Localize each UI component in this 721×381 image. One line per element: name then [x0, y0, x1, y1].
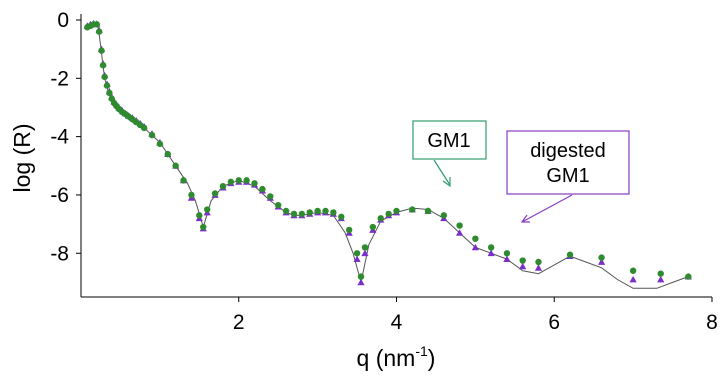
digested-gm1-point — [534, 264, 543, 271]
gm1-point — [377, 215, 384, 222]
gm1-point — [306, 209, 313, 216]
digested-gm1-point — [353, 255, 361, 262]
digested-label-box — [506, 130, 630, 195]
gm1-point — [99, 61, 107, 69]
digested-gm1-point — [657, 275, 665, 283]
gm1-point — [204, 206, 211, 213]
gm1-point — [456, 222, 463, 229]
digested-gm1-point — [597, 258, 606, 265]
gm1-point — [330, 209, 337, 216]
gm1-point — [409, 206, 416, 213]
gm1-point — [188, 191, 195, 199]
digested-label-line1: digested — [530, 140, 606, 162]
gm1-point — [357, 273, 365, 280]
digested-gm1-point — [503, 255, 511, 262]
gm1-point — [290, 210, 298, 218]
gm1-point — [685, 273, 692, 280]
gm1-point — [235, 177, 242, 184]
gm1-point — [472, 235, 479, 242]
gm1-point — [95, 28, 103, 35]
gm1-point — [503, 250, 511, 257]
gm1-point — [566, 251, 574, 258]
gm1-point — [393, 207, 400, 215]
gm1-point — [243, 177, 250, 184]
x-axis-title: q (nm-1) — [357, 343, 436, 371]
gm1-point — [274, 201, 282, 209]
x-axis-title-main: q (nm — [357, 345, 416, 371]
gm1-point — [140, 124, 148, 132]
gm1-point — [314, 207, 321, 215]
gm1-point — [211, 190, 219, 197]
x-tick-label: 6 — [548, 311, 560, 334]
digested-gm1-point — [361, 249, 369, 257]
callouts-group: GM1 digested GM1 — [412, 120, 630, 223]
gm1-point — [259, 185, 266, 193]
digested-gm1-point — [471, 243, 479, 251]
gm1-point — [172, 162, 179, 169]
gm1-point — [219, 183, 227, 190]
gm1-label-text: GM1 — [427, 130, 470, 152]
gm1-point — [196, 212, 203, 219]
gm1-point — [322, 207, 329, 215]
x-tick-label: 8 — [706, 311, 718, 334]
gm1-point — [369, 223, 377, 231]
x-axis-title-sup: -1 — [415, 343, 428, 359]
gm1-point — [385, 210, 392, 218]
gm1-point — [657, 270, 664, 277]
digested-label-line2: GM1 — [546, 165, 589, 187]
gm1-pointer-arrow — [433, 159, 451, 186]
digested-gm1-point — [487, 249, 495, 257]
gm1-point — [629, 267, 637, 274]
gm1-point — [103, 82, 111, 89]
data-points-group — [83, 19, 692, 286]
gm1-point — [487, 244, 495, 251]
gm1-point — [353, 250, 361, 257]
gm1-point — [338, 213, 345, 221]
gm1-point — [156, 140, 164, 148]
gm1-point — [282, 207, 290, 215]
gm1-point — [148, 131, 156, 139]
gm1-point — [298, 210, 306, 218]
gm1-point — [93, 21, 100, 28]
y-tick-label: -6 — [50, 184, 69, 207]
gm1-point — [98, 47, 105, 54]
gm1-point — [598, 254, 605, 261]
gm1-point — [180, 177, 187, 184]
axes-group: 0 -2 -4 -6 -8 2 4 6 8 — [50, 9, 718, 334]
gm1-point — [519, 257, 526, 264]
gm1-arrowhead — [442, 177, 451, 188]
gm1-point — [361, 244, 369, 251]
y-tick-label: -8 — [50, 242, 69, 265]
x-tick-label: 4 — [391, 311, 403, 334]
y-tick-label: 0 — [57, 9, 69, 32]
digested-arrowhead — [520, 214, 530, 223]
y-tick-label: -2 — [50, 67, 69, 90]
gm1-point — [424, 207, 432, 215]
x-tick-label: 2 — [233, 311, 245, 334]
gm1-point — [106, 89, 113, 97]
y-tick-label: -4 — [50, 126, 69, 149]
gm1-point — [227, 178, 235, 186]
digested-gm1-point — [456, 229, 464, 236]
gm1-point — [101, 73, 108, 81]
gm1-point — [440, 212, 448, 219]
digested-pointer-arrow — [521, 194, 573, 223]
y-axis-title: log (R) — [9, 123, 35, 192]
digested-gm1-point — [357, 278, 365, 286]
x-axis-title-close: ) — [428, 345, 436, 371]
digested-gm1-point — [629, 275, 637, 283]
gm1-point — [345, 226, 353, 234]
gm1-label-box — [412, 120, 487, 160]
gm1-point — [200, 223, 207, 231]
gm1-point — [251, 180, 258, 187]
gm1-point — [164, 150, 171, 158]
gm1-point — [267, 193, 274, 200]
digested-gm1-point — [519, 262, 527, 270]
gm1-point — [535, 258, 542, 266]
labels-group: log (R) q (nm-1) — [9, 123, 435, 371]
